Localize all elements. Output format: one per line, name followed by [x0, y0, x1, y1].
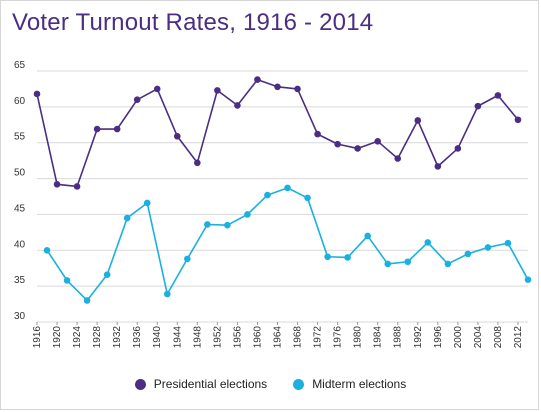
y-tick-label: 40 [14, 239, 26, 250]
legend-item-midterm: Midterm elections [293, 377, 406, 391]
presidential-data-point [434, 163, 442, 170]
midterm-data-point [364, 232, 371, 240]
presidential-data-point [113, 125, 121, 133]
presidential-series-line [36, 78, 519, 188]
x-tick-label: 1976 [333, 326, 344, 349]
presidential-data-point [173, 132, 181, 140]
presidential-data-point [93, 125, 101, 133]
midterm-data-point [163, 290, 171, 298]
presidential-data-point [73, 183, 81, 190]
chart-title: Voter Turnout Rates, 1916 - 2014 [12, 9, 374, 36]
presidential-data-point [494, 92, 502, 99]
grid-layer [37, 70, 528, 323]
x-tick-label: 1984 [373, 326, 384, 349]
midterm-data-point [464, 250, 472, 258]
midterm-data-point [404, 258, 412, 266]
y-tick-label: 30 [14, 311, 26, 322]
x-tick-label: 1956 [232, 326, 243, 349]
presidential-data-point [53, 181, 61, 188]
x-tick-label: 1932 [112, 326, 123, 349]
x-tick-label: 1940 [152, 326, 163, 349]
midterm-data-point [83, 297, 91, 304]
x-tick-label: 1920 [52, 326, 63, 349]
midterm-data-point [224, 221, 231, 229]
midterm-data-point [184, 255, 191, 263]
midterm-legend-label: Midterm elections [312, 377, 407, 391]
x-tick-label: 1968 [293, 326, 304, 349]
midterm-data-point [43, 246, 51, 254]
x-tick-label: 1936 [132, 326, 143, 349]
x-tick-label: 2008 [493, 326, 504, 349]
x-tick-label: 1972 [313, 326, 324, 349]
midterm-data-point [484, 244, 492, 251]
x-tick-label: 2000 [453, 326, 464, 349]
presidential-data-point [354, 145, 361, 152]
presidential-data-point [234, 102, 241, 109]
midterm-data-point [103, 271, 111, 278]
presidential-data-point [33, 90, 41, 98]
x-tick-label: 1928 [92, 326, 103, 349]
y-tick-label: 50 [14, 168, 26, 179]
x-tick-label: 1944 [172, 326, 183, 349]
presidential-data-point [274, 83, 281, 91]
midterm-data-point [63, 277, 71, 284]
midterm-data-point [123, 214, 131, 222]
series-layer [33, 76, 532, 304]
presidential-legend-label: Presidential elections [153, 377, 268, 391]
presidential-data-point [194, 159, 201, 167]
y-tick-label: 45 [14, 203, 26, 214]
presidential-data-point [314, 130, 321, 138]
legend-item-presidential: Presidential elections [134, 377, 268, 391]
presidential-data-point [133, 96, 141, 103]
legend: Presidential elections Midterm elections [0, 377, 541, 391]
presidential-data-point [334, 140, 341, 148]
presidential-data-point [454, 145, 462, 152]
midterm-data-point [344, 254, 351, 261]
x-tick-label: 2012 [513, 326, 524, 349]
x-tick-label: 1992 [413, 326, 424, 349]
midterm-data-point [524, 276, 532, 283]
midterm-data-point [143, 199, 151, 207]
x-tick-label: 1996 [433, 326, 444, 349]
presidential-data-point [153, 85, 161, 93]
axis-layer: 30 35 40 45 50 55 60 65 1916 1920 1924 1928 1932 1936… [14, 60, 524, 348]
y-tick-label: 60 [14, 96, 26, 107]
x-tick-label: 1988 [393, 326, 404, 349]
presidential-data-point [254, 76, 261, 83]
midterm-data-point [244, 211, 251, 218]
presidential-data-point [514, 116, 522, 124]
midterm-data-point [304, 194, 311, 202]
y-tick-label: 35 [14, 275, 26, 286]
midterm-data-point [204, 221, 211, 228]
midterm-data-point [504, 239, 512, 247]
presidential-data-point [394, 155, 402, 162]
x-tick-label: 1952 [212, 326, 223, 349]
presidential-data-point [294, 85, 301, 93]
midterm-data-point [424, 239, 432, 246]
x-tick-label: 1924 [72, 326, 83, 349]
x-tick-label: 1948 [192, 326, 203, 349]
midterm-data-point [264, 191, 271, 199]
presidential-data-point [414, 117, 422, 124]
midterm-legend-swatch [293, 378, 305, 390]
presidential-data-point [474, 102, 482, 110]
presidential-data-point [214, 87, 221, 94]
x-tick-label: 1980 [353, 326, 364, 349]
y-tick-label: 55 [14, 132, 26, 143]
midterm-data-point [444, 260, 452, 268]
x-tick-label: 1960 [252, 326, 263, 349]
midterm-data-point [284, 184, 291, 192]
presidential-data-point [374, 137, 381, 145]
x-tick-label: 1964 [272, 326, 283, 349]
midterm-data-point [324, 253, 331, 261]
x-tick-label: 2004 [473, 326, 484, 349]
midterm-series-line [46, 187, 529, 302]
presidential-legend-swatch [134, 378, 146, 390]
x-tick-label: 1916 [32, 326, 43, 349]
midterm-data-point [384, 260, 392, 268]
y-tick-label: 65 [14, 60, 26, 71]
